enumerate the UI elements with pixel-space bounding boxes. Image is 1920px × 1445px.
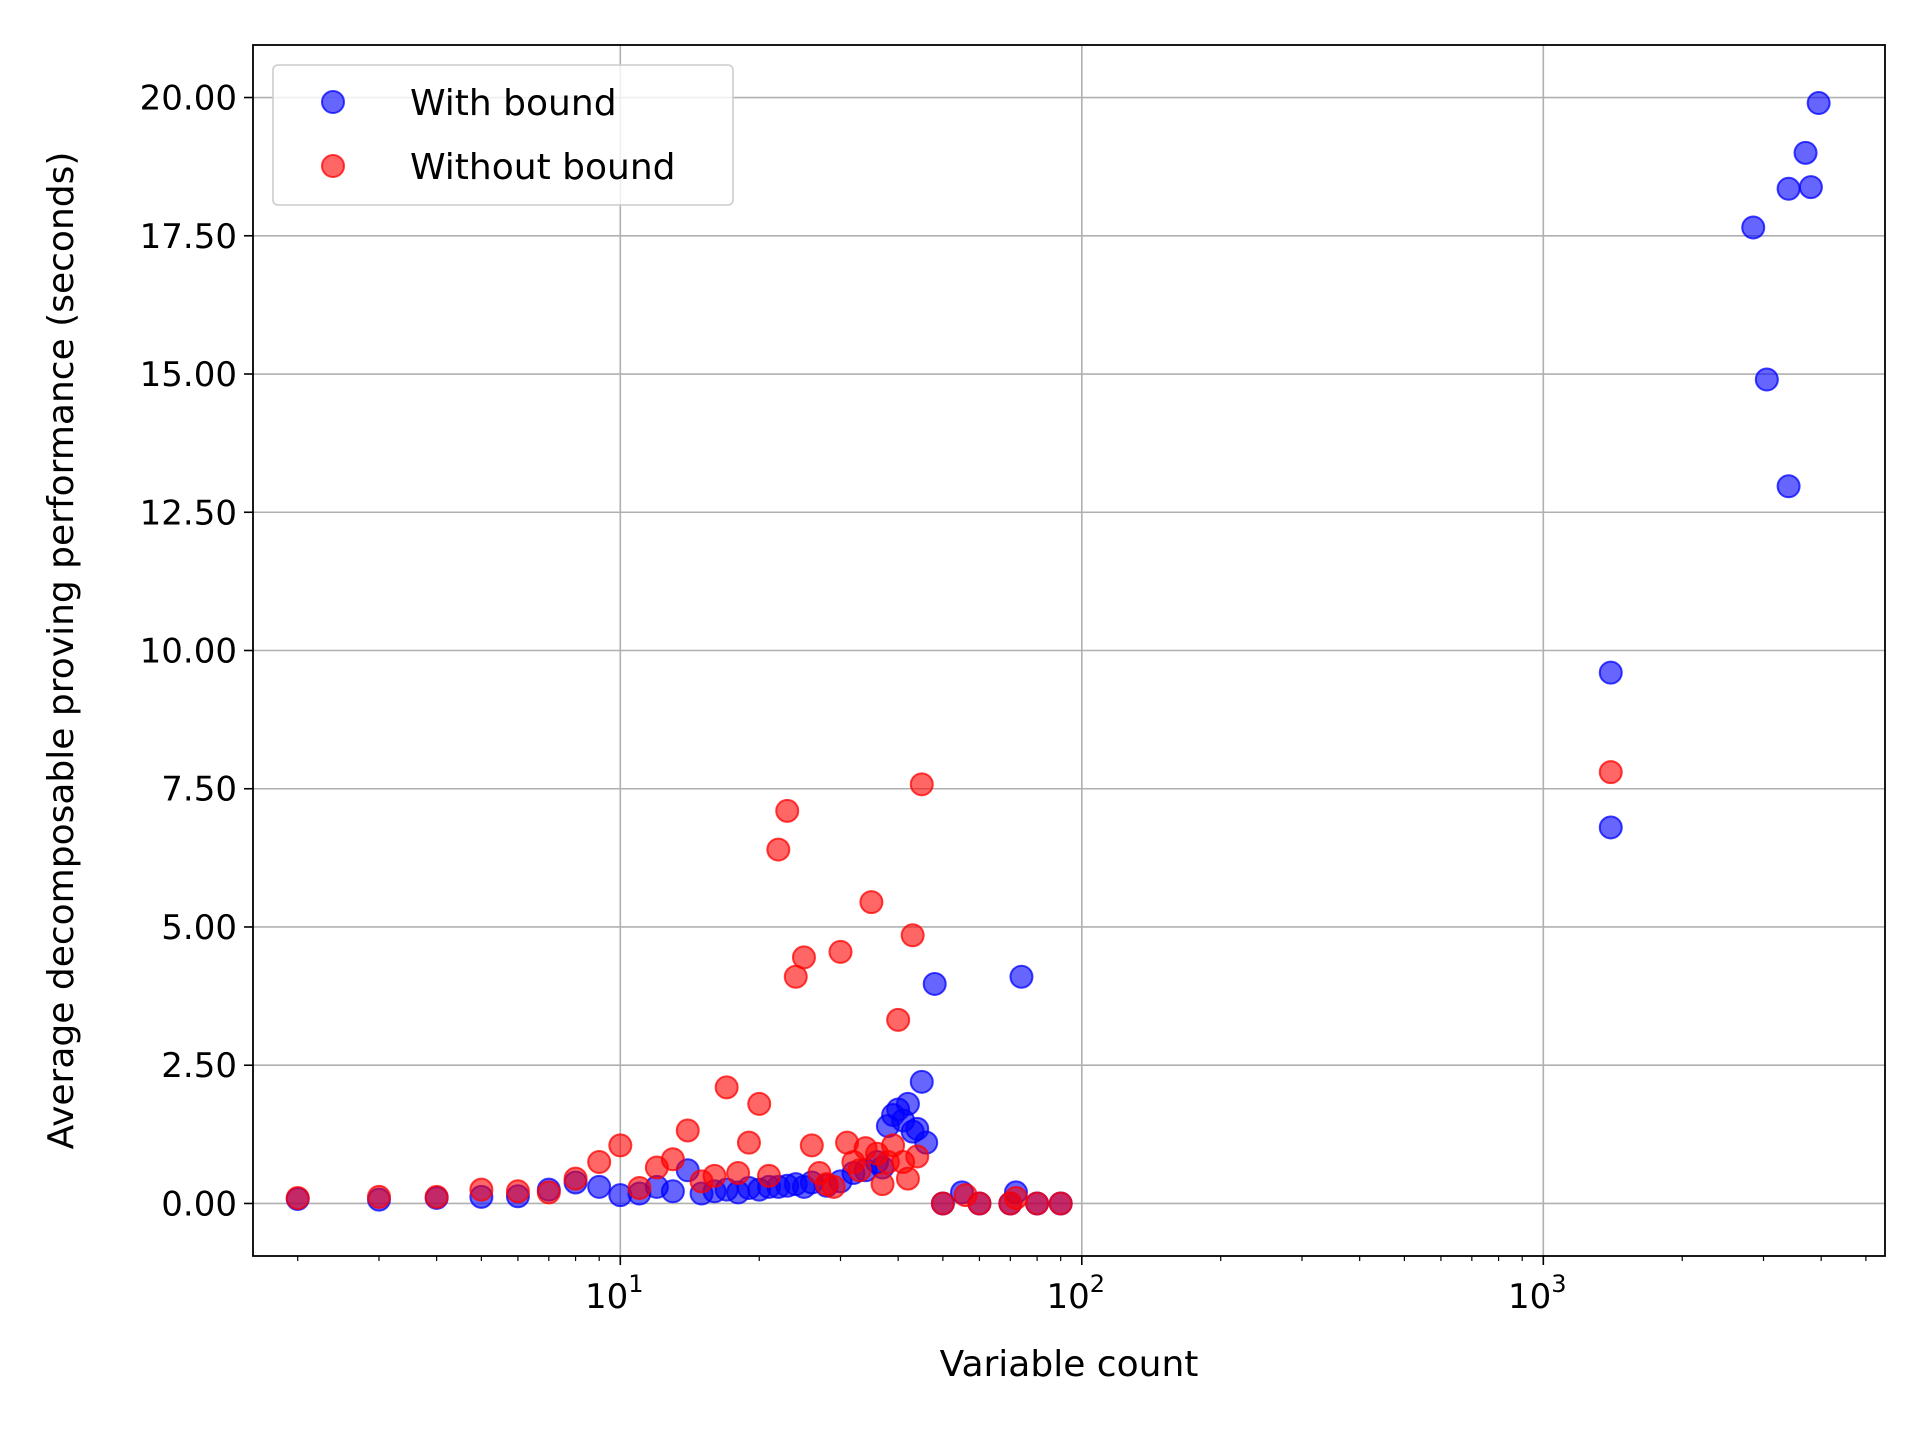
data-point [469,1177,494,1202]
data-point [847,1158,872,1183]
data-point [967,1191,992,1216]
data-point [736,1130,761,1155]
data-point [1793,140,1818,165]
data-point [922,971,947,996]
data-point [905,1144,930,1169]
data-point [563,1166,588,1191]
data-point [675,1118,700,1143]
data-point [895,1091,920,1116]
data-point [285,1185,310,1210]
data-point [1598,815,1623,840]
data-point [1598,660,1623,685]
data-point [909,772,934,797]
data-point [1798,175,1823,200]
data-point [366,1184,391,1209]
data-point [1741,215,1766,240]
legend-box [272,64,734,206]
y-tick-label: 17.50 [140,217,237,257]
data-point [1776,176,1801,201]
legend-label-without-bound: Without bound [410,147,676,188]
x-tick-label: 103 [1508,1270,1567,1317]
y-tick-label: 7.50 [161,770,237,810]
y-axis-title: Average decomposable proving performance… [41,152,82,1150]
y-tick-label: 2.50 [161,1046,237,1086]
data-point [587,1174,612,1199]
grid [253,45,1885,1256]
data-point [1754,367,1779,392]
data-point [791,945,816,970]
data-point [660,1147,685,1172]
data-point [1806,91,1831,116]
data-point [886,1007,911,1032]
data-point [909,1069,934,1094]
data-point [900,923,925,948]
x-tick-label: 102 [1047,1270,1106,1317]
data-point [1598,760,1623,785]
y-tick-label: 15.00 [140,355,237,395]
data-point [930,1191,955,1216]
x-axis-title: Variable count [940,1344,1199,1385]
data-point [505,1179,530,1204]
data-point [660,1179,685,1204]
data-point [1048,1191,1073,1216]
data-point [895,1166,920,1191]
data-point [775,798,800,823]
data-point [702,1163,727,1188]
legend: With bound Without bound [272,64,734,206]
data-point [1003,1185,1028,1210]
data-point [1025,1191,1050,1216]
data-point [757,1163,782,1188]
legend-marker-without-bound [321,154,345,178]
y-tick-label: 12.50 [140,493,237,533]
data-point [1776,474,1801,499]
data-point [821,1174,846,1199]
legend-label-with-bound: With bound [410,83,617,124]
data-point [747,1091,772,1116]
axis-ticks: 0.00 2.50 5.00 7.50 10.00 12.50 15.00 17.50 20.0… [140,79,1867,1317]
data-point [870,1172,895,1197]
legend-marker-with-bound [321,90,345,114]
data-point [714,1075,739,1100]
data-point [766,837,791,862]
y-tick-label: 10.00 [140,632,237,672]
y-tick-label: 5.00 [161,908,237,948]
data-point [828,939,853,964]
data-point [424,1184,449,1209]
series-without-bound [285,760,1623,1216]
data-point [799,1133,824,1158]
data-point [726,1161,751,1186]
data-point [536,1180,561,1205]
data-points [285,91,1831,1216]
x-tick-label: 101 [585,1270,644,1317]
y-tick-label: 0.00 [161,1184,237,1224]
data-point [1009,964,1034,989]
y-tick-label: 20.00 [140,79,237,119]
data-point [859,890,884,915]
data-point [608,1133,633,1158]
data-point [587,1149,612,1174]
data-point [627,1175,652,1200]
